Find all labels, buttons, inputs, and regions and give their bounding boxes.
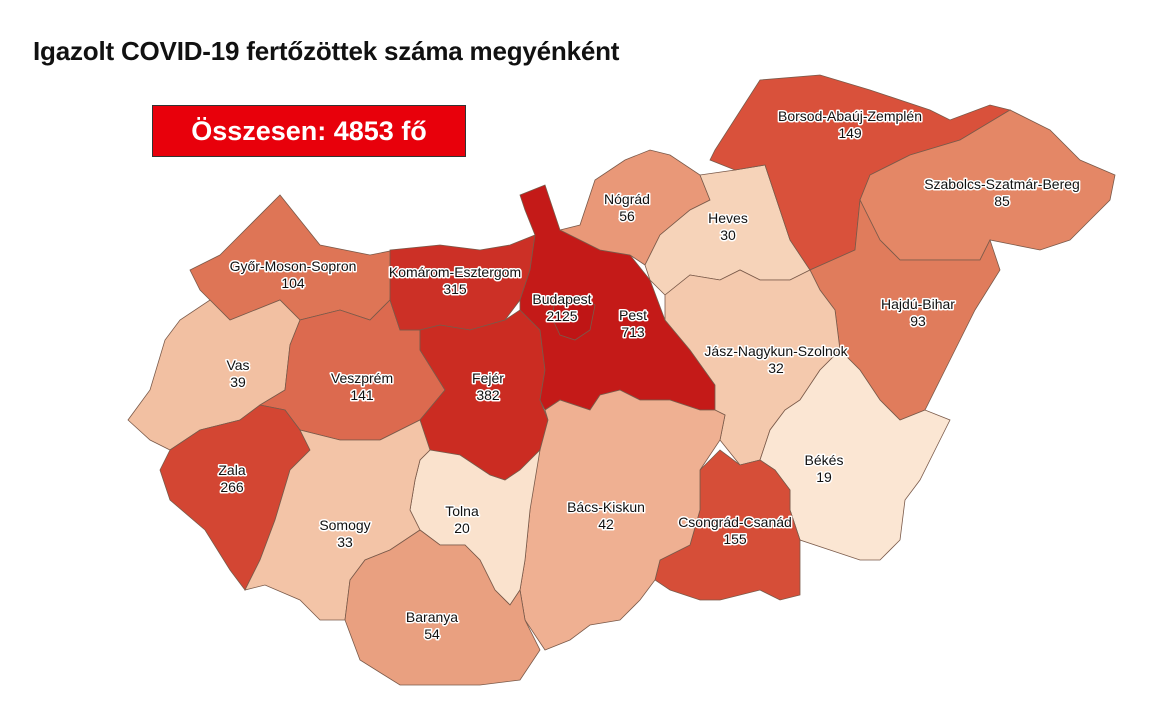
county-name-label: Veszprém [331,370,393,386]
county-value-label: 32 [768,360,784,376]
county-name-label: Heves [708,210,748,226]
county-budapest [551,294,596,341]
county-name-label: Szabolcs-Szatmár-Bereg [924,176,1080,192]
county-name-label: Csongrád-Csanád [678,514,792,530]
county-name-label: Zala [218,462,245,478]
county-name-label: Győr-Moson-Sopron [230,258,357,274]
county-value-label: 33 [337,534,353,550]
county-bekes [759,349,951,561]
county-name-label: Budapest [532,291,591,307]
county-value-label: 155 [723,531,747,547]
county-name-label: Jász-Nagykun-Szolnok [704,343,848,359]
total-cases-box: Összesen: 4853 fő [152,105,466,157]
map-title: Igazolt COVID-19 fertőzöttek száma megyé… [33,36,620,66]
county-value-label: 141 [350,387,374,403]
county-name-label: Nógrád [604,191,650,207]
county-name-label: Borsod-Abaúj-Zemplén [778,108,922,124]
county-name-label: Fejér [472,370,504,386]
county-value-label: 39 [230,374,246,390]
county-name-label: Hajdú-Bihar [881,296,955,312]
county-value-label: 54 [424,626,440,642]
county-value-label: 315 [443,281,467,297]
county-value-label: 266 [220,479,244,495]
county-name-label: Tolna [445,503,479,519]
county-value-label: 30 [720,227,736,243]
county-name-label: Komárom-Esztergom [389,264,521,280]
county-name-label: Pest [619,307,647,323]
county-name-label: Baranya [406,609,458,625]
county-value-label: 149 [838,125,862,141]
county-value-label: 56 [619,208,635,224]
county-name-label: Somogy [319,517,370,533]
county-name-label: Békés [805,452,844,468]
county-value-label: 104 [281,275,305,291]
county-name-label: Vas [226,357,249,373]
county-komarom-esztergom [389,234,536,331]
county-value-label: 85 [994,193,1010,209]
county-name-label: Bács-Kiskun [567,499,645,515]
county-value-label: 713 [621,324,645,340]
county-value-label: 19 [816,469,832,485]
county-value-label: 382 [476,387,500,403]
county-value-label: 20 [454,520,470,536]
county-value-label: 2125 [546,308,577,324]
county-baranya [344,529,541,686]
county-value-label: 93 [910,313,926,329]
county-value-label: 42 [598,516,614,532]
